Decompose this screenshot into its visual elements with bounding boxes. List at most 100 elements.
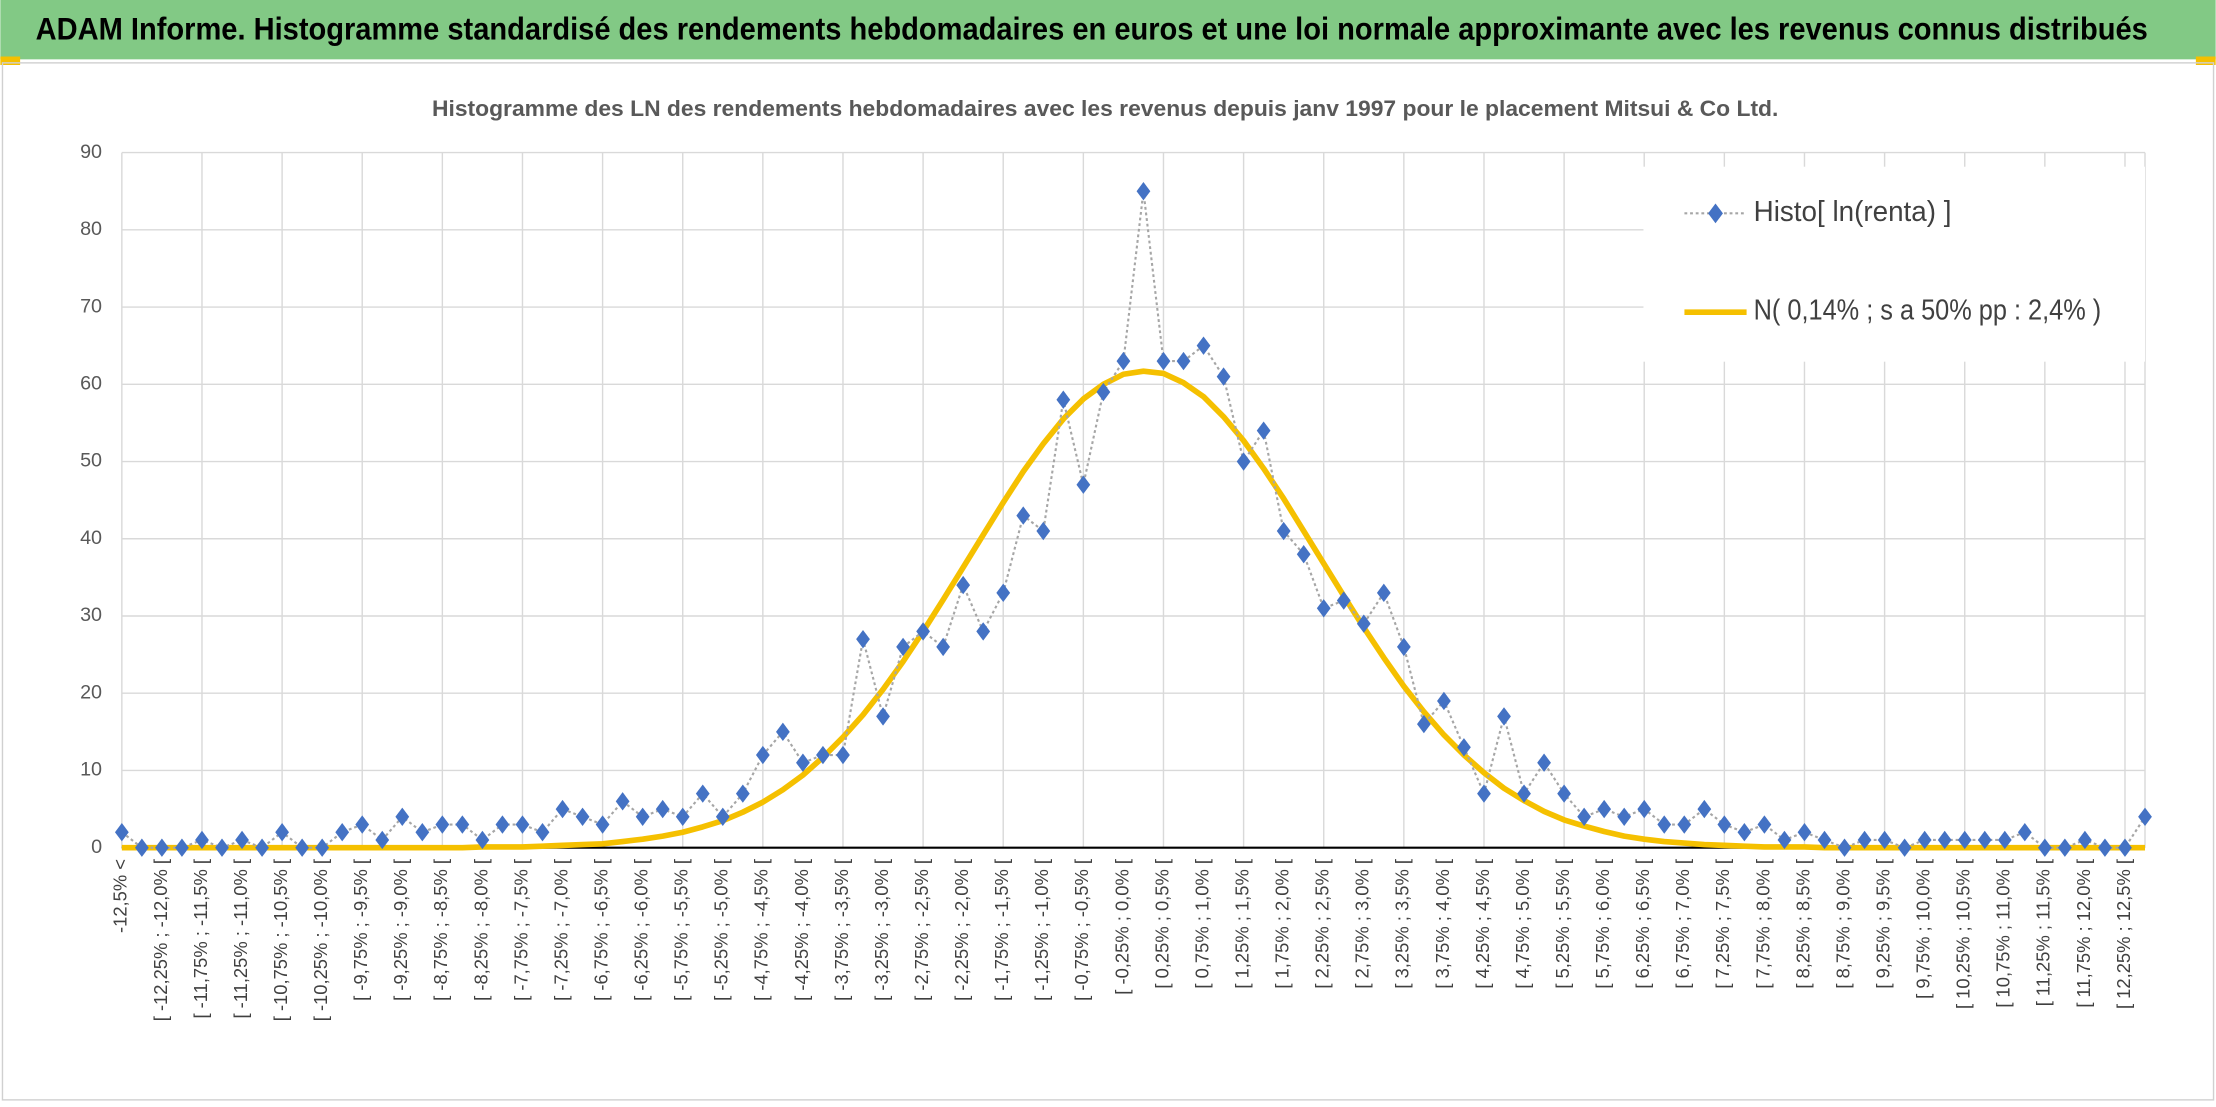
x-tick-label: [ -3,75% ; -3,5% [ — [831, 859, 852, 1001]
data-point — [1336, 591, 1351, 610]
x-tick-label: [ -11,75% ; -11,5% [ — [190, 859, 211, 1019]
y-tick-label: 90 — [80, 141, 102, 163]
data-point — [215, 838, 229, 857]
y-tick-label: 70 — [80, 295, 102, 317]
data-point — [1517, 784, 1531, 803]
x-tick-label: [ -9,25% ; -9,0% [ — [390, 859, 411, 1001]
data-point — [856, 629, 870, 649]
x-tick-label: [ 0,75% ; 1,0% [ — [1191, 859, 1212, 989]
y-tick-label: 30 — [80, 604, 102, 626]
x-tick-label: [ -11,25% ; -11,0% [ — [230, 859, 251, 1019]
x-tick-label: [ -2,25% ; -2,0% [ — [951, 859, 972, 1001]
x-tick-label: [ 0,25% ; 0,5% [ — [1151, 859, 1172, 989]
data-point — [1837, 838, 1852, 857]
data-point — [615, 792, 630, 811]
data-point — [1777, 830, 1792, 850]
data-point — [876, 707, 890, 726]
x-tick-label: [ -6,25% ; -6,0% [ — [631, 859, 652, 1001]
x-tick-label: [ -1,25% ; -1,0% [ — [1031, 859, 1052, 1001]
data-point — [2037, 838, 2052, 857]
data-point — [1817, 830, 1832, 850]
header-accent — [0, 56, 21, 65]
data-point — [1957, 830, 1972, 850]
x-tick-label: [ 6,75% ; 7,0% [ — [1672, 859, 1693, 989]
data-point — [455, 815, 470, 834]
header-accent — [2195, 56, 2216, 65]
x-tick-label: [ 8,75% ; 9,0% [ — [1832, 859, 1853, 989]
x-tick-label: [ -7,75% ; -7,5% [ — [510, 859, 531, 1001]
y-tick-label: 40 — [80, 527, 102, 549]
x-tick-label: [ 5,25% ; 5,5% [ — [1552, 859, 1573, 989]
x-tick-label: [ -8,75% ; -8,5% [ — [430, 859, 451, 1001]
data-point — [1897, 838, 1912, 857]
data-point — [1557, 784, 1571, 803]
series-line — [121, 191, 2146, 849]
data-point — [1136, 182, 1151, 201]
chart-border — [1, 62, 2215, 1101]
data-point — [1657, 815, 1672, 834]
x-tick-label: [ -0,25% ; 0,0% [ — [1111, 859, 1132, 995]
x-tick-label: [ -4,25% ; -4,0% [ — [791, 859, 812, 1001]
x-tick-label: [ -2,75% ; -2,5% [ — [911, 859, 932, 1001]
x-tick-label: [ 12,25% ; 12,5% [ — [2113, 859, 2134, 1009]
x-tick-label: [ 3,25% ; 3,5% [ — [1392, 859, 1413, 989]
x-tick-label: [ -1,75% ; -1,5% [ — [991, 859, 1012, 1001]
data-point — [1877, 830, 1892, 850]
data-point — [2078, 830, 2092, 850]
data-point — [335, 823, 350, 842]
legend-box — [1643, 166, 2146, 362]
data-point — [675, 807, 690, 826]
data-point — [916, 622, 930, 641]
data-point — [155, 838, 169, 857]
data-point — [1457, 738, 1471, 757]
x-tick-label: [ 7,25% ; 7,5% [ — [1712, 859, 1733, 989]
x-tick-label: [ -7,25% ; -7,0% [ — [550, 859, 571, 1001]
x-tick-label: [ 7,75% ; 8,0% [ — [1752, 859, 1773, 989]
x-tick-label: [ -3,25% ; -3,0% [ — [871, 859, 892, 1001]
x-tick-label: [ 4,25% ; 4,5% [ — [1472, 859, 1493, 989]
data-point — [1577, 807, 1592, 826]
y-tick-label: 60 — [80, 373, 102, 395]
data-point — [315, 838, 330, 857]
data-point — [2057, 838, 2072, 857]
x-tick-label: [ -5,75% ; -5,5% [ — [671, 859, 692, 1001]
data-point — [1677, 815, 1692, 834]
y-tick-label: 20 — [80, 681, 102, 703]
legend-label: Histo[ ln(renta) ] — [1754, 195, 1952, 227]
data-point — [1056, 390, 1071, 409]
x-tick-label: [ -4,75% ; -4,5% [ — [751, 859, 772, 1001]
data-point — [395, 807, 410, 826]
data-point — [1977, 830, 1992, 850]
x-tick-label: [ 3,75% ; 4,0% [ — [1432, 859, 1453, 989]
data-point — [1797, 823, 1812, 842]
data-point — [1076, 475, 1091, 494]
x-tick-label: [ -9,75% ; -9,5% [ — [350, 859, 371, 1001]
x-tick-label: [ 6,25% ; 6,5% [ — [1632, 859, 1653, 989]
data-point — [2017, 823, 2032, 842]
data-point — [595, 815, 610, 834]
data-point — [355, 815, 370, 834]
data-point — [1857, 830, 1872, 850]
data-point — [1216, 367, 1231, 386]
data-point — [255, 838, 269, 857]
data-point — [695, 784, 710, 803]
data-point — [1437, 691, 1451, 711]
x-tick-label: [ 5,75% ; 6,0% [ — [1592, 859, 1613, 989]
data-point — [134, 838, 149, 857]
chart-title: Histogramme des LN des rendements hebdom… — [432, 96, 1778, 121]
x-tick-label: [ 10,25% ; 10,5% [ — [1953, 859, 1974, 1009]
x-tick-label: [ 2,75% ; 3,0% [ — [1352, 859, 1373, 989]
x-tick-label: [ -10,75% ; -10,5% [ — [270, 859, 291, 1021]
data-point — [1637, 799, 1652, 819]
page-title: ADAM Informe. Histogramme standardisé de… — [36, 11, 2148, 46]
data-point — [715, 807, 730, 826]
data-point — [235, 830, 249, 850]
data-point — [1477, 784, 1491, 803]
data-point — [836, 745, 850, 765]
data-point — [796, 753, 810, 772]
y-tick-label: 80 — [80, 218, 102, 240]
series-line — [121, 368, 2146, 851]
data-point — [1256, 421, 1271, 440]
x-tick-label: [ 9,25% ; 9,5% [ — [1872, 859, 1893, 989]
x-tick-label: -12,5% < — [110, 859, 131, 933]
